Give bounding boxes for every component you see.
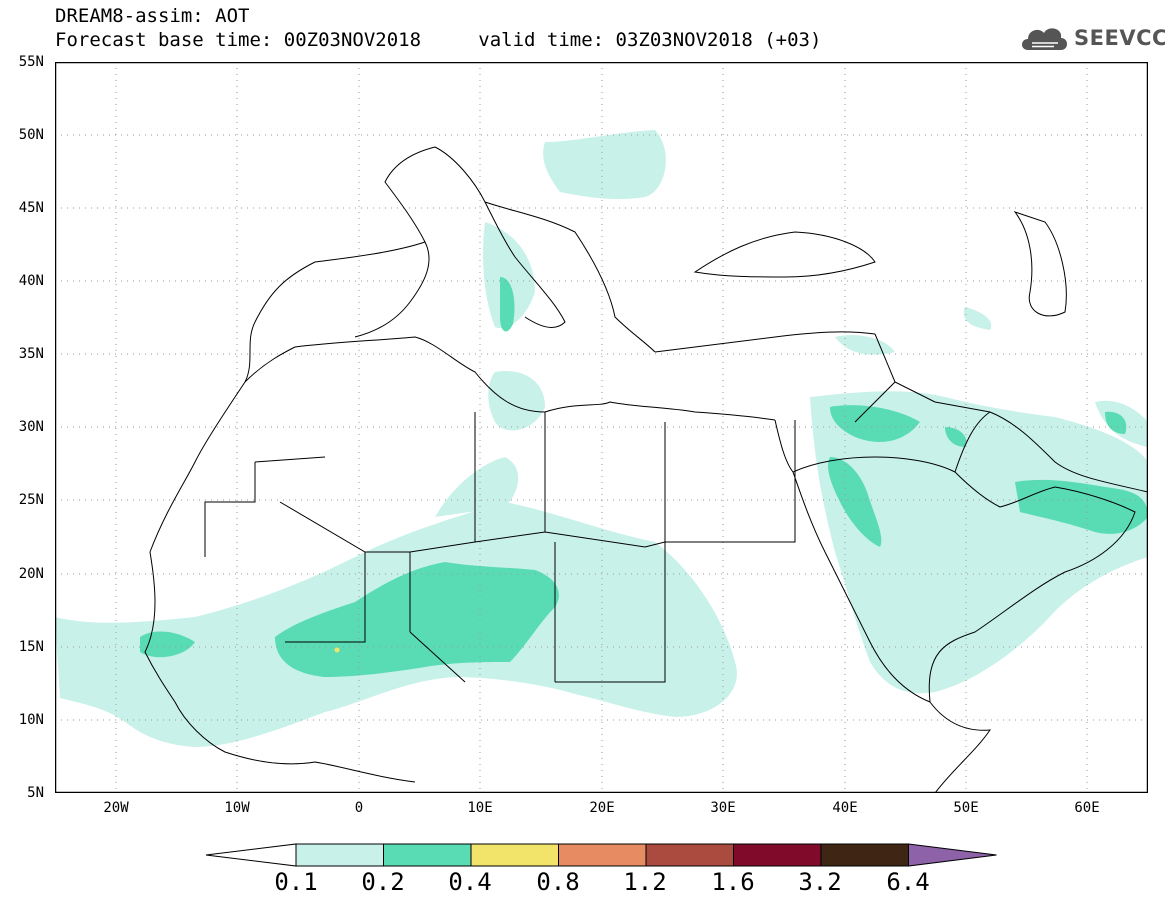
colorbar-cell — [295, 843, 384, 867]
cloud-icon — [1022, 28, 1067, 50]
aot-layer-0.4 — [334, 647, 340, 653]
lat-label: 10N — [18, 712, 44, 728]
colorbar-label: 0.8 — [536, 868, 580, 896]
lon-label: 20E — [589, 800, 615, 816]
colorbar-label: 0.4 — [448, 868, 492, 896]
lat-label: 20N — [18, 566, 44, 582]
lon-label: 50E — [953, 800, 979, 816]
seevccc-logo: SEEVCCC — [1018, 22, 1165, 54]
coastlines-and-borders — [144, 146, 1148, 793]
map-title: DREAM8-assim: AOT — [55, 5, 250, 27]
lon-label: 10E — [467, 800, 493, 816]
colorbar-cell — [470, 843, 559, 867]
colorbar-label: 0.2 — [361, 868, 405, 896]
lon-label: 30E — [710, 800, 736, 816]
lat-label: 25N — [18, 492, 44, 508]
graticule — [55, 62, 1148, 793]
lon-label: 20W — [103, 800, 129, 816]
lat-label: 55N — [18, 54, 44, 70]
colorbar-extend-high — [908, 843, 997, 867]
lat-label: 40N — [18, 273, 44, 289]
colorbar-cell — [820, 843, 909, 867]
lat-label: 35N — [18, 346, 44, 362]
lat-label: 45N — [18, 200, 44, 216]
colorbar-label: 3.2 — [798, 868, 842, 896]
lat-label: 15N — [18, 639, 44, 655]
lon-label: 0 — [354, 800, 364, 816]
colorbar — [205, 843, 997, 867]
lon-label: 40E — [832, 800, 858, 816]
colorbar-label: 6.4 — [886, 868, 930, 896]
lat-label: 30N — [18, 419, 44, 435]
lat-label: 5N — [27, 785, 44, 801]
colorbar-label: 1.2 — [623, 868, 667, 896]
lat-label: 50N — [18, 127, 44, 143]
colorbar-cell — [645, 843, 734, 867]
forecast-times: Forecast base time: 00Z03NOV2018 valid t… — [55, 30, 821, 50]
aot-layer-0.2 — [140, 277, 1148, 677]
colorbar-label: 0.1 — [274, 868, 318, 896]
base-time: Forecast base time: 00Z03NOV2018 — [55, 29, 422, 51]
colorbar-cell — [558, 843, 647, 867]
lon-label: 10W — [224, 800, 250, 816]
colorbar-label: 1.6 — [711, 868, 755, 896]
valid-time: valid time: 03Z03NOV2018 (+03) — [478, 29, 822, 51]
colorbar-cell — [383, 843, 472, 867]
lon-label: 60E — [1074, 800, 1100, 816]
colorbar-extend-low — [205, 843, 297, 867]
colorbar-cell — [733, 843, 822, 867]
logo-text: SEEVCCC — [1074, 26, 1165, 50]
map-panel[interactable] — [55, 62, 1148, 793]
